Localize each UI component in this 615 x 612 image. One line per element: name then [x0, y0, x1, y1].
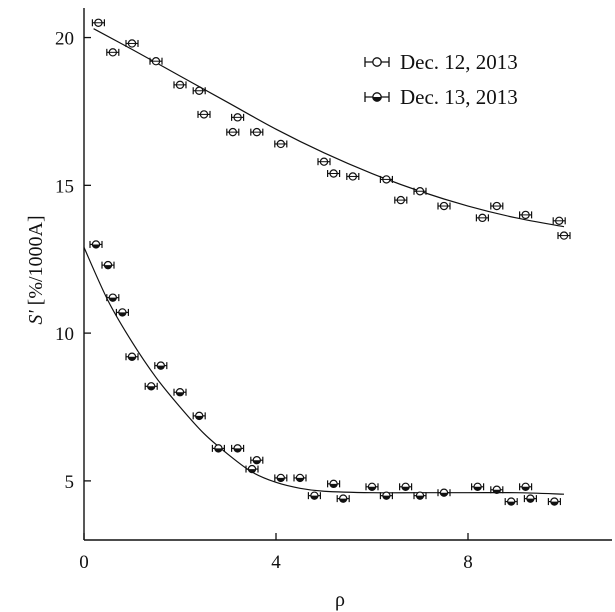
- data-point-series-1: [413, 187, 427, 196]
- x-axis-title: ρ: [335, 589, 345, 611]
- data-point-series-1: [149, 57, 163, 66]
- data-point-series-2: [173, 388, 187, 397]
- y-tick-label: 5: [65, 472, 75, 493]
- data-point-series-1: [346, 172, 360, 181]
- data-point-series-1: [437, 201, 451, 211]
- data-point-series-2: [154, 361, 168, 370]
- data-point-series-1: [173, 80, 187, 90]
- ticks: 0 4 8 5 10 15 20: [55, 29, 473, 573]
- data-point-series-1: [379, 175, 393, 184]
- data-point-series-2: [327, 479, 341, 489]
- data-points: [89, 18, 571, 506]
- x-tick-label: 0: [79, 552, 89, 573]
- legend-item-dec-13: Dec. 13, 2013: [364, 85, 518, 109]
- data-point-series-2: [245, 464, 259, 474]
- data-point-series-2: [490, 485, 504, 494]
- data-point-series-2: [211, 444, 225, 453]
- data-point-series-1: [106, 48, 120, 57]
- fit-curve-series-1: [93, 28, 565, 228]
- data-point-series-1: [274, 139, 288, 149]
- data-point-series-2: [231, 444, 245, 453]
- data-point-series-2: [518, 482, 533, 491]
- data-point-series-2: [115, 308, 129, 317]
- y-axis-symbol: S': [25, 310, 47, 325]
- data-point-series-1: [518, 210, 533, 220]
- axes: [83, 8, 612, 541]
- y-axis-unit: [%/1000A]: [25, 215, 47, 310]
- data-point-series-2: [274, 473, 288, 483]
- data-point-series-2: [336, 494, 350, 503]
- data-point-series-1: [250, 127, 264, 137]
- data-point-series-2: [399, 482, 413, 491]
- data-point-series-1: [327, 169, 341, 178]
- data-point-series-2: [365, 482, 379, 491]
- data-point-series-1: [91, 18, 106, 27]
- data-point-series-2: [471, 482, 485, 491]
- data-point-series-2: [144, 382, 158, 391]
- data-point-series-2: [293, 473, 307, 483]
- y-tick-label: 10: [55, 324, 74, 345]
- legend: Dec. 12, 2013 Dec. 13, 2013: [364, 50, 518, 109]
- data-point-series-1: [226, 127, 240, 137]
- data-point-series-2: [192, 411, 206, 421]
- legend-label-dec-12: Dec. 12, 2013: [400, 50, 518, 74]
- y-tick-label: 15: [55, 176, 74, 197]
- legend-item-dec-12: Dec. 12, 2013: [364, 50, 518, 74]
- data-point-series-1: [125, 39, 139, 48]
- data-point-series-2: [125, 352, 139, 361]
- data-point-series-2: [523, 494, 538, 503]
- y-axis-title: S' [%/1000A]: [25, 215, 47, 324]
- y-tick-label: 20: [55, 29, 74, 50]
- x-tick-label: 4: [271, 552, 281, 573]
- data-point-series-2: [547, 497, 562, 506]
- data-point-series-1: [192, 86, 206, 95]
- data-point-series-2: [106, 293, 120, 302]
- data-point-series-1: [394, 195, 408, 205]
- data-point-series-2: [504, 497, 518, 506]
- data-point-series-1: [490, 201, 504, 211]
- data-point-series-2: [101, 260, 115, 270]
- fit-curve-series-2: [83, 247, 565, 495]
- x-tick-label: 8: [463, 552, 473, 573]
- data-point-series-2: [437, 488, 451, 497]
- legend-label-dec-13: Dec. 13, 2013: [400, 85, 518, 109]
- data-point-series-2: [413, 491, 427, 500]
- legend-marker-dec-13: [364, 92, 390, 102]
- data-point-series-1: [197, 110, 211, 119]
- data-point-series-2: [307, 491, 321, 500]
- data-point-series-1: [552, 216, 566, 225]
- data-point-series-2: [250, 456, 264, 465]
- data-point-series-1: [557, 231, 571, 240]
- legend-marker-dec-12: [364, 57, 390, 67]
- data-point-series-1: [317, 157, 331, 166]
- data-point-series-2: [379, 491, 393, 500]
- data-point-series-2: [89, 240, 103, 249]
- data-point-series-1: [475, 213, 489, 223]
- data-point-series-1: [231, 113, 245, 122]
